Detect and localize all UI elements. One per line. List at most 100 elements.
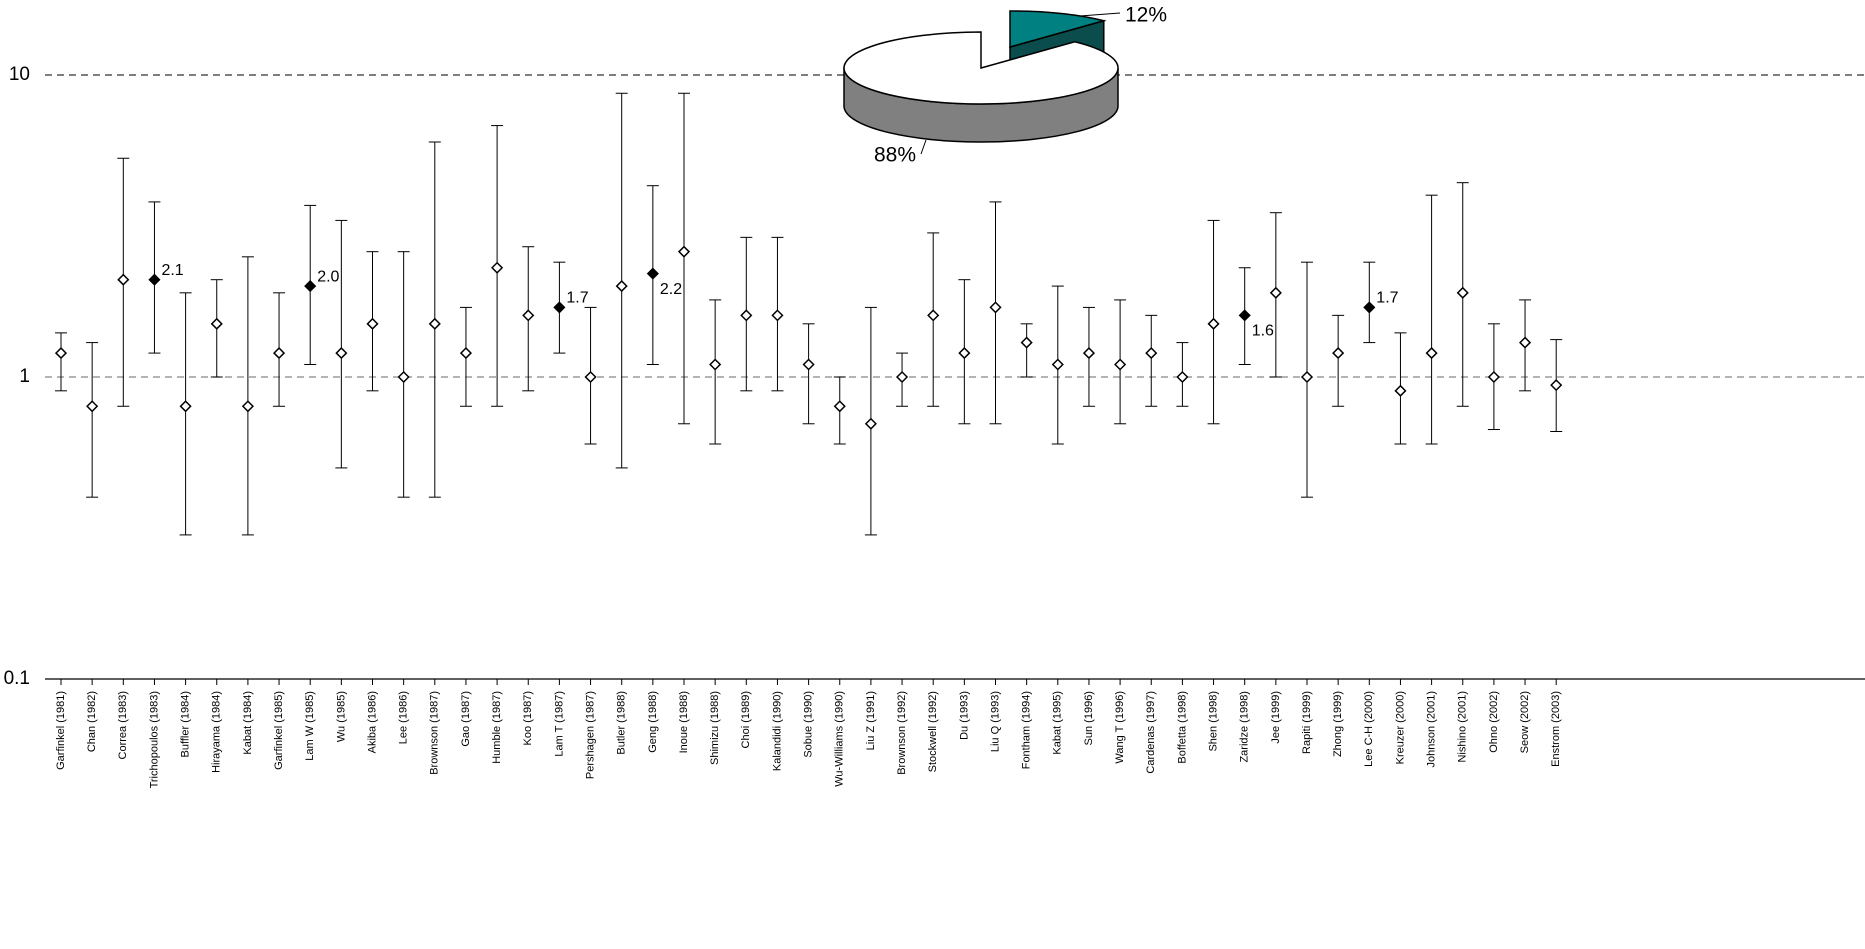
x-tick-label: Trichopoulos (1983): [148, 691, 160, 788]
x-tick-label: Jee (1999): [1270, 691, 1282, 744]
pie-top: [1009, 10, 1107, 48]
marker: [86, 400, 99, 413]
leader-line: [920, 139, 927, 155]
pie-slice: [843, 31, 1119, 143]
value-label: 2.1: [161, 262, 183, 279]
x-tick-label: Rapiti (1999): [1301, 691, 1313, 754]
marker: [1020, 336, 1033, 349]
marker: [397, 370, 410, 384]
marker: [366, 317, 379, 330]
y-tick-label: 1: [19, 366, 30, 387]
marker: [1114, 358, 1127, 371]
y-tick-label: 10: [9, 64, 30, 85]
marker: [740, 309, 753, 322]
value-label: 2.0: [317, 268, 339, 285]
x-tick-label: Shen (1998): [1207, 691, 1219, 752]
x-tick-label: Brownson (1987): [429, 691, 441, 775]
leader-line: [1079, 12, 1121, 17]
marker: [335, 347, 348, 360]
marker: [491, 261, 504, 274]
highlighted-marker: [1238, 309, 1251, 322]
x-tick-label: Brownson (1992): [896, 691, 908, 775]
x-tick-label: Wu-Williams (1990): [834, 691, 846, 787]
marker: [1332, 347, 1345, 360]
x-tick-label: Pershagen (1987): [584, 691, 596, 779]
highlighted-marker: [1363, 301, 1376, 314]
x-tick-label: Wu (1985): [335, 691, 347, 742]
x-tick-label: Lam W (1985): [304, 691, 316, 761]
marker: [241, 400, 254, 413]
x-tick-label: Fontham (1994): [1021, 691, 1033, 769]
x-tick-label: Inoue (1988): [678, 691, 690, 753]
value-label: 1.7: [1376, 290, 1398, 307]
marker: [1176, 370, 1189, 384]
x-tick-label: Gao (1987): [460, 691, 472, 747]
x-tick-label: Seow (2002): [1519, 691, 1531, 753]
value-label: 1.7: [566, 290, 588, 307]
x-tick-label: Wang T (1996): [1114, 691, 1126, 764]
x-tick-label: Choi (1989): [740, 691, 752, 748]
x-tick-label: Buffler (1984): [180, 691, 192, 757]
x-tick-label: Hirayama (1984): [211, 691, 223, 773]
marker: [864, 417, 877, 430]
marker: [615, 280, 628, 293]
x-tick-label: Garfinkel (1985): [273, 691, 285, 770]
x-tick-label: Humble (1987): [491, 691, 503, 764]
x-tick-label: Sun (1996): [1083, 691, 1095, 745]
highlighted-marker: [646, 267, 659, 280]
x-tick-label: Chan (1982): [86, 691, 98, 752]
marker: [1082, 347, 1096, 360]
marker: [1269, 286, 1282, 299]
x-tick-label: Cardenas (1997): [1145, 691, 1157, 774]
marker: [210, 317, 223, 330]
x-tick-label: Lee C-H (2000): [1363, 691, 1375, 767]
x-tick-label: Kabat (1984): [242, 691, 254, 755]
x-tick-label: Akiba (1986): [366, 691, 378, 753]
x-tick-label: Boffetta (1998): [1176, 691, 1188, 764]
marker: [522, 309, 535, 322]
marker: [709, 358, 722, 371]
x-tick-label: Liu Q (1993): [989, 691, 1001, 752]
marker: [833, 400, 846, 413]
marker: [272, 347, 286, 360]
highlighted-marker: [553, 301, 566, 314]
highlighted-marker: [148, 273, 161, 286]
marker: [54, 347, 68, 360]
x-tick-label: Shimizu (1988): [709, 691, 721, 765]
x-tick-label: Correa (1983): [117, 691, 129, 759]
marker: [1425, 347, 1438, 360]
marker: [771, 309, 784, 322]
x-tick-label: Butler (1988): [616, 691, 628, 755]
x-tick-label: Liu Z (1991): [865, 691, 877, 750]
marker: [1051, 358, 1064, 371]
y-tick-label: 0.1: [4, 668, 30, 689]
x-tick-label: Kreuzer (2000): [1394, 691, 1406, 764]
marker: [958, 347, 971, 360]
x-tick-label: Lam T (1987): [553, 691, 565, 757]
marker: [117, 273, 130, 286]
x-tick-label: Enstrom (2003): [1550, 691, 1562, 767]
x-tick-label: Koo (1987): [522, 691, 534, 745]
marker: [584, 370, 597, 384]
marker: [1394, 384, 1407, 397]
marker: [1145, 347, 1158, 360]
marker: [459, 347, 473, 360]
marker: [1550, 379, 1563, 392]
x-tick-label: Zhong (1999): [1332, 691, 1344, 757]
x-tick-label: Johnson (2001): [1426, 691, 1438, 767]
marker: [802, 358, 815, 371]
value-label: 1.6: [1252, 323, 1274, 340]
x-tick-label: Stockwell (1992): [927, 691, 939, 772]
x-tick-label: Ohno (2002): [1488, 691, 1500, 753]
x-tick-label: Garfinkel (1981): [55, 691, 67, 770]
marker: [1487, 370, 1500, 384]
marker: [1518, 336, 1532, 349]
x-tick-label: Sobue (1990): [803, 691, 815, 758]
pie-top: [843, 31, 1119, 105]
marker: [1456, 286, 1469, 299]
marker: [989, 301, 1002, 314]
value-label: 2.2: [660, 281, 682, 298]
pie-label: 12%: [1125, 4, 1167, 27]
